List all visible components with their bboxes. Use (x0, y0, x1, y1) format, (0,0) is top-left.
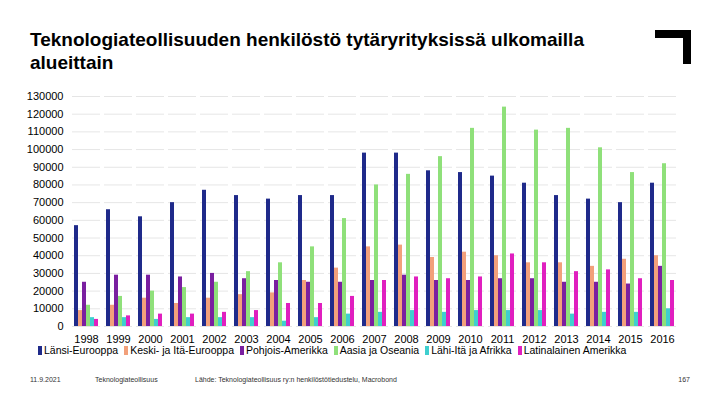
svg-text:2013: 2013 (554, 333, 578, 345)
svg-text:0: 0 (57, 320, 63, 332)
html-text:Länsi-Eurooppa: Länsi-Eurooppa (44, 344, 119, 356)
html-text:11.9.2021: 11.9.2021 (30, 376, 61, 383)
svg-text:50000: 50000 (33, 232, 64, 244)
svg-text:2007: 2007 (362, 333, 386, 345)
svg-text:2002: 2002 (202, 333, 226, 345)
svg-text:2003: 2003 (234, 333, 258, 345)
svg-text:1999: 1999 (106, 333, 130, 345)
svg-text:110000: 110000 (28, 125, 64, 137)
svg-text:2005: 2005 (298, 333, 322, 345)
html-text:Pohjois-Amerikka: Pohjois-Amerikka (246, 344, 328, 356)
svg-text:80000: 80000 (33, 178, 64, 190)
html-text:Keski- ja Itä-Eurooppa: Keski- ja Itä-Eurooppa (130, 344, 234, 356)
svg-text:30000: 30000 (33, 267, 64, 279)
svg-text:2016: 2016 (650, 333, 674, 345)
svg-text:2004: 2004 (266, 333, 290, 345)
svg-text:2011: 2011 (491, 333, 515, 345)
svg-text:2001: 2001 (170, 333, 194, 345)
html-text:Aasia ja Oseania: Aasia ja Oseania (339, 344, 420, 356)
svg-text:2010: 2010 (458, 333, 482, 345)
svg-text:100000: 100000 (27, 143, 64, 155)
svg-text:90000: 90000 (33, 161, 64, 173)
html-text:167: 167 (678, 376, 690, 383)
html-text:Teknologiateollisuuden henkilö: Teknologiateollisuuden henkilöstö tytäry… (30, 29, 584, 73)
html-text:Lähi-Itä ja Afrikka: Lähi-Itä ja Afrikka (431, 344, 512, 356)
svg-text:2000: 2000 (138, 333, 162, 345)
svg-text:2008: 2008 (394, 333, 418, 345)
svg-text:130000: 130000 (27, 90, 64, 102)
svg-text:2015: 2015 (618, 333, 642, 345)
svg-text:20000: 20000 (33, 285, 64, 297)
html-text:Lähde: Teknologiateollisuus ry: Lähde: Teknologiateollisuus ry:n henkilö… (195, 376, 397, 383)
html-text:Teknologiateollisuus: Teknologiateollisuus (95, 376, 158, 383)
svg-text:10000: 10000 (33, 302, 64, 314)
svg-text:2014: 2014 (586, 333, 610, 345)
svg-text:70000: 70000 (33, 196, 64, 208)
svg-text:2009: 2009 (426, 333, 450, 345)
svg-text:2006: 2006 (330, 333, 354, 345)
svg-text:60000: 60000 (33, 214, 64, 226)
svg-text:1998: 1998 (74, 333, 98, 345)
svg-text:2012: 2012 (522, 333, 546, 345)
html-text:Latinalainen Amerikka: Latinalainen Amerikka (523, 344, 627, 356)
svg-text:40000: 40000 (33, 249, 64, 261)
svg-text:120000: 120000 (27, 108, 64, 120)
